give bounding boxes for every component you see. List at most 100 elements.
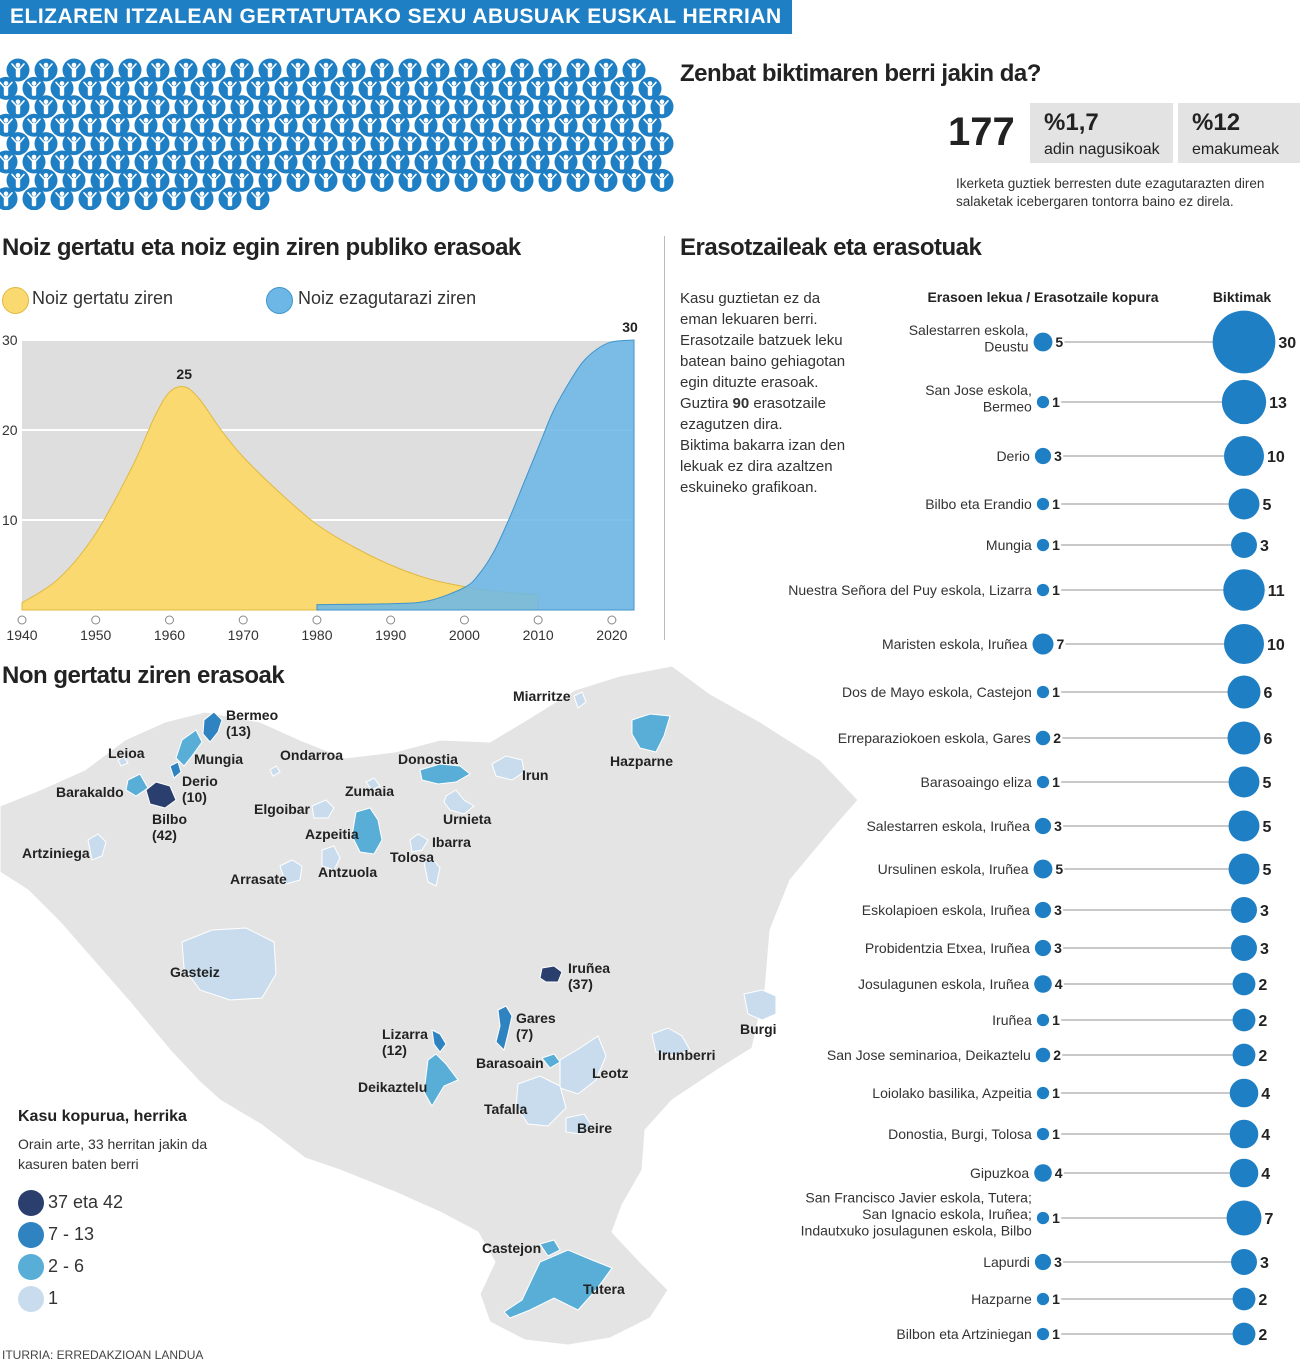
map-place-label: Ondarroa <box>280 747 343 763</box>
person-icon <box>6 132 30 156</box>
map-legend-label: 7 - 13 <box>48 1224 95 1244</box>
person-icon <box>314 132 338 156</box>
map-place-label: Gasteiz <box>170 964 220 980</box>
person-icon <box>398 168 422 192</box>
person-icon <box>370 58 394 82</box>
map-place-label: Bermeo <box>226 707 278 723</box>
iceberg-note: Ikerketa guztiek berresten dute ezagutar… <box>956 176 1265 209</box>
person-icon <box>566 132 590 156</box>
place-label: Hazparne <box>971 1291 1032 1307</box>
person-icon <box>358 150 382 174</box>
person-icon <box>0 150 18 174</box>
dot-row: 5 30 Salestarren eskola,Deustu <box>909 310 1296 374</box>
person-icon <box>174 132 198 156</box>
aggressor-count: 1 <box>1052 774 1060 790</box>
person-icon <box>566 95 590 119</box>
map-place-label: Leotz <box>592 1065 629 1081</box>
map-legend-swatch <box>18 1286 44 1312</box>
aggressor-count: 3 <box>1054 818 1062 834</box>
map-place-label: Tutera <box>583 1281 625 1297</box>
person-icon <box>218 113 242 137</box>
map-region <box>495 1005 513 1051</box>
person-icon <box>414 76 438 100</box>
aggressor-count: 1 <box>1052 1085 1060 1101</box>
y-tick-label: 10 <box>2 512 18 528</box>
aggressor-count: 3 <box>1054 448 1062 464</box>
map-region <box>409 833 429 853</box>
person-icon <box>594 95 618 119</box>
person-icon <box>650 168 674 192</box>
map-region <box>631 713 671 753</box>
aggressor-dot <box>1036 538 1050 552</box>
aggressor-dot <box>1036 1211 1050 1225</box>
aggressor-dot <box>1036 1013 1050 1027</box>
aggressor-count: 1 <box>1052 1210 1060 1226</box>
victim-dot <box>1228 853 1260 885</box>
person-icon <box>6 168 30 192</box>
person-icon <box>50 187 74 210</box>
dot-row: 2 6 Erreparaziokoen eskola, Gares <box>838 721 1273 755</box>
victim-count: 3 <box>1260 903 1269 920</box>
x-tick-marker <box>238 615 248 625</box>
map-legend-swatch <box>18 1190 44 1216</box>
peak-label: 30 <box>622 319 638 335</box>
person-icon <box>230 95 254 119</box>
person-icon <box>526 150 550 174</box>
person-icon <box>594 168 618 192</box>
victim-count: 3 <box>1260 1255 1269 1272</box>
map-place-label: Iruñea <box>568 960 610 976</box>
place-label: Bilbon eta Artziniegan <box>896 1326 1031 1342</box>
person-icon <box>62 168 86 192</box>
place-label: Erreparaziokoen eskola, Gares <box>838 730 1031 746</box>
person-icon <box>106 187 130 210</box>
map-region <box>311 799 335 819</box>
person-icon <box>426 168 450 192</box>
person-icon <box>286 95 310 119</box>
victim-count: 2 <box>1258 1292 1267 1309</box>
victim-dot <box>1228 810 1260 842</box>
person-icon <box>174 168 198 192</box>
victim-dot <box>1232 1043 1256 1067</box>
person-icon <box>174 58 198 82</box>
dot-row: 1 7 San Francisco Javier eskola, Tutera;Sa… <box>801 1190 1274 1239</box>
person-icon <box>386 113 410 137</box>
x-tick-label: 1940 <box>6 627 37 643</box>
person-icon <box>146 132 170 156</box>
person-icon <box>0 113 18 137</box>
person-icon <box>426 58 450 82</box>
aggressor-dot <box>1033 332 1053 352</box>
victim-count: 30 <box>1278 335 1296 352</box>
dot-row: 1 13 San Jose eskola,Bermeo <box>925 379 1287 425</box>
aggressor-count: 1 <box>1052 1012 1060 1028</box>
legend-published-label: Noiz ezagutarazi ziren <box>298 288 477 308</box>
person-icon <box>134 76 158 100</box>
map-place-label: Castejon <box>482 1240 541 1256</box>
map-region <box>365 777 381 791</box>
person-icon <box>230 58 254 82</box>
victim-dot <box>1224 624 1264 664</box>
person-icon <box>22 76 46 100</box>
person-icon <box>470 76 494 100</box>
person-icon <box>526 76 550 100</box>
map-region <box>443 789 475 815</box>
dot-row: 1 2 Iruñea <box>992 1008 1267 1032</box>
map-place-label: Tafalla <box>484 1101 528 1117</box>
map-region <box>202 711 223 743</box>
victim-count: 5 <box>1262 862 1271 879</box>
aggressor-dot <box>1034 975 1052 993</box>
victim-count: 6 <box>1264 685 1273 702</box>
dot-row: 3 5 Salestarren eskola, Iruñea <box>866 810 1271 842</box>
aggressor-dot <box>1036 497 1050 511</box>
map-region <box>145 781 177 809</box>
person-icon <box>246 150 270 174</box>
map-region <box>503 1249 613 1319</box>
x-tick-label: 1990 <box>375 627 406 643</box>
dot-row: 3 3 Lapurdi <box>983 1249 1269 1275</box>
victim-dot <box>1226 1200 1262 1236</box>
person-icon <box>538 58 562 82</box>
place-label: Bilbo eta Erandio <box>925 496 1032 512</box>
person-icon <box>258 132 282 156</box>
person-icon <box>554 113 578 137</box>
person-icon <box>342 95 366 119</box>
aggressor-dot <box>1033 859 1053 879</box>
